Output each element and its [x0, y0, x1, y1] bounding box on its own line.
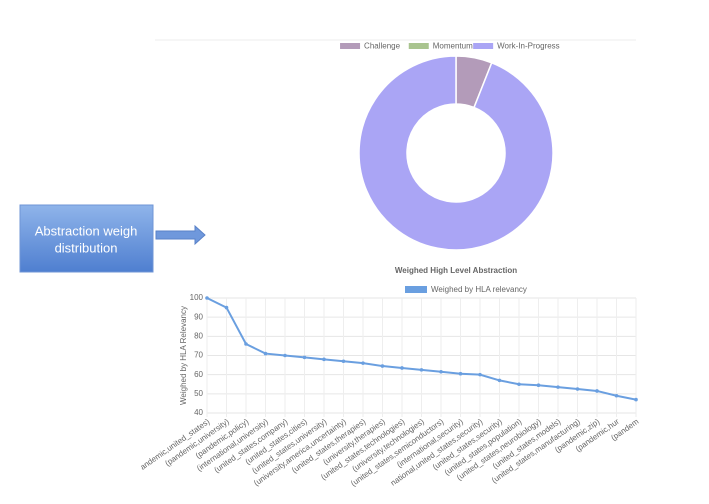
callout-text: Abstraction weigh: [35, 223, 138, 238]
point: [595, 389, 599, 393]
y-tick-label: 100: [190, 293, 204, 302]
chart-title: Weighed High Level Abstraction: [395, 266, 517, 275]
point: [497, 378, 502, 383]
point: [536, 383, 541, 388]
y-tick-label: 70: [194, 351, 203, 360]
point: [458, 371, 463, 376]
legend-swatch: [408, 43, 429, 49]
legend-label: Weighed by HLA relevancy: [431, 285, 527, 294]
point: [322, 357, 326, 362]
point: [283, 353, 287, 358]
callout-text: distribution: [55, 240, 118, 255]
legend-swatch: [340, 43, 361, 49]
point: [517, 382, 521, 387]
point: [205, 296, 209, 300]
arrow: [155, 224, 206, 246]
legend-label: Work-In-Progress: [497, 42, 560, 51]
y-tick-label: 60: [194, 370, 203, 379]
point: [419, 368, 424, 372]
y-tick-label: 40: [194, 408, 203, 417]
point: [361, 361, 365, 365]
legend-swatch: [473, 43, 494, 49]
y-axis-label: Weighed by HLA Relevancy: [179, 306, 188, 405]
point: [263, 351, 268, 356]
legend-label: Challenge: [364, 42, 401, 51]
point: [400, 366, 404, 370]
point: [302, 355, 307, 360]
point: [575, 387, 580, 391]
y-tick-label: 90: [194, 312, 203, 321]
callout-box: [19, 204, 154, 273]
point: [439, 369, 443, 374]
legend-swatch: [405, 286, 427, 293]
point: [380, 364, 385, 368]
legend-label: Momentum: [433, 42, 473, 51]
y-tick-label: 50: [194, 389, 203, 398]
point: [478, 372, 482, 377]
point: [244, 342, 248, 346]
donut-slice: [358, 55, 554, 251]
point: [341, 359, 346, 364]
point: [556, 385, 560, 389]
y-tick-label: 80: [194, 331, 203, 340]
point: [224, 305, 229, 310]
point: [634, 397, 638, 402]
point: [614, 393, 619, 398]
